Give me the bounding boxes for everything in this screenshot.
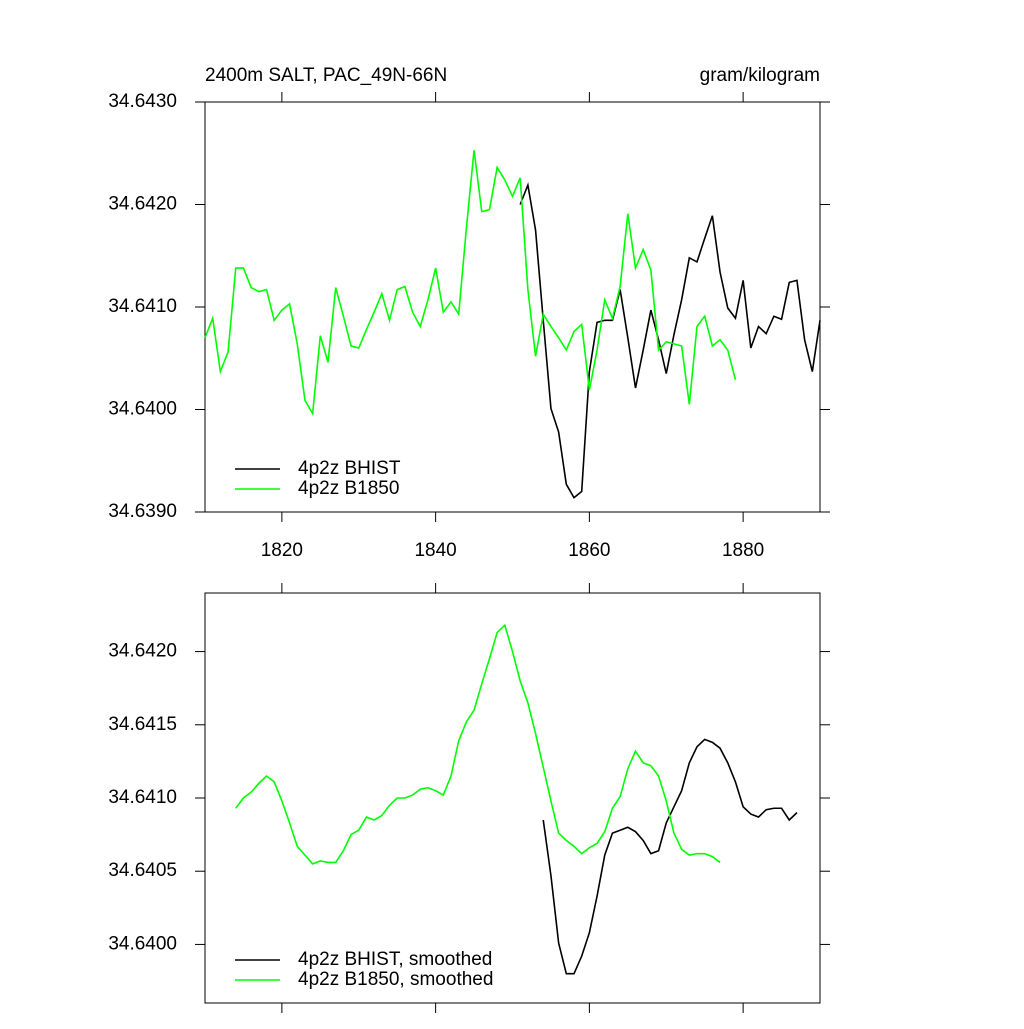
x-tick-label: 1880 [722,540,764,561]
legend-label: 4p2z B1850 [298,478,399,499]
data-line [204,150,737,417]
y-tick-label: 34.6410 [108,787,177,808]
units-label: gram/kilogram [700,65,820,86]
y-tick-label: 34.6420 [108,194,177,215]
legend-label: 4p2z BHIST, smoothed [298,949,492,970]
y-tick-label: 34.6410 [108,296,177,317]
x-tick-label: 1840 [414,540,456,561]
y-tick-label: 34.6420 [108,641,177,662]
data-line [542,738,798,975]
x-tick-label: 1860 [568,540,610,561]
y-tick-label: 34.6400 [108,933,177,954]
y-tick-label: 34.6430 [108,91,177,112]
y-tick-label: 34.6415 [108,714,177,735]
legend-label: 4p2z B1850, smoothed [298,969,493,990]
x-tick-label: 1820 [261,540,303,561]
y-tick-label: 34.6390 [108,501,177,522]
chart-title: 2400m SALT, PAC_49N-66N [205,65,447,86]
y-tick-label: 34.6405 [108,860,177,881]
legend-label: 4p2z BHIST [298,458,401,479]
data-line [519,182,821,499]
data-line [235,623,721,865]
y-tick-label: 34.6400 [108,399,177,420]
